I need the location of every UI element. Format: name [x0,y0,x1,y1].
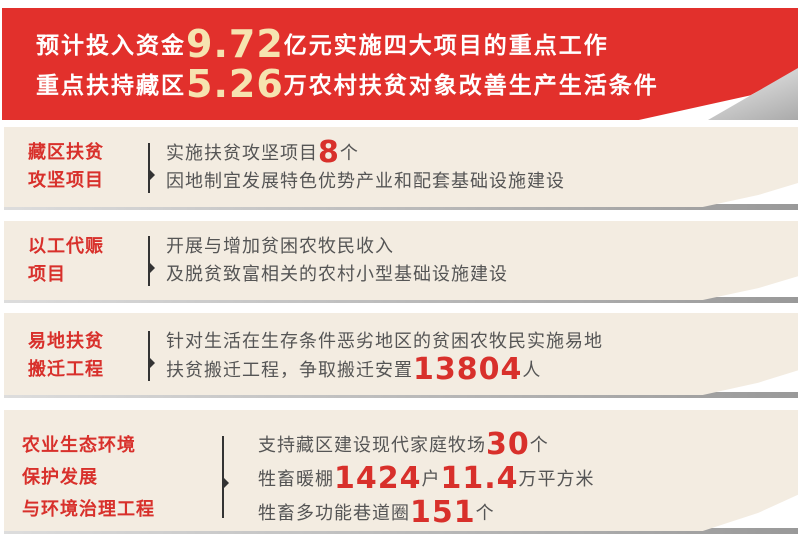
arrow-icon [150,358,155,368]
text: 及脱贫致富相关的农村小型基础设施建设 [166,264,508,285]
section-ecology [4,410,798,531]
text: 亿元实施四大项目的重点工作 [283,33,609,59]
divider [148,143,150,193]
shed-area: 11.4 [440,461,519,496]
text: 实施扶贫攻坚项目 [166,143,318,164]
text: 易地扶贫 [28,331,104,352]
arrow-icon [224,478,229,488]
divider [222,436,224,518]
header-banner [2,8,798,120]
divider [4,528,798,534]
section-relocation [4,313,798,395]
project-count: 8 [318,135,340,170]
divider [4,204,798,210]
text: 藏区扶贫 [28,142,104,163]
section-body: 实施扶贫攻坚项目8个 因地制宜发展特色优势产业和配套基础设施建设 [166,138,565,196]
section-poverty-projects [4,127,798,207]
header-line-1: 预计投入资金9.72亿元实施四大项目的重点工作 [36,22,609,66]
text: 以工代赈 [28,236,104,257]
text: 搬迁工程 [28,359,104,380]
text: 针对生活在生存条件恶劣地区的贫困农牧民实施易地 [166,331,603,352]
section-body: 针对生活在生存条件恶劣地区的贫困农牧民实施易地 扶贫搬迁工程，争取搬迁安置138… [166,328,603,385]
relocation-count: 13804 [413,352,523,387]
text: 农业生态环境 [22,435,136,456]
text: 支持藏区建设现代家庭牧场 [258,435,486,456]
text: 与环境治理工程 [22,499,155,520]
shed-households: 1424 [334,461,422,496]
header-line-2: 重点扶持藏区5.26万农村扶贫对象改善生产生活条件 [36,62,659,106]
section-body: 支持藏区建设现代家庭牧场30个 牲畜暖棚1424户11.4万平方米 牲畜多功能巷… [258,428,595,530]
text: 因地制宜发展特色优势产业和配套基础设施建设 [166,171,565,192]
text: 户 [421,469,441,490]
beneficiary-count: 5.26 [186,62,284,106]
text: 人 [522,360,542,381]
section-label: 以工代赈 项目 [28,233,104,289]
section-body: 开展与增加贫困农牧民收入及脱贫致富相关的农村小型基础设施建设 [166,233,508,289]
text: 开展与增加贫困农牧民收入 [166,236,394,257]
text: 预计投入资金 [36,33,186,59]
pen-count: 151 [410,495,476,530]
text: 扶贫搬迁工程，争取搬迁安置 [166,360,413,381]
section-label: 藏区扶贫 攻坚项目 [28,139,104,195]
text: 万平方米 [518,469,595,490]
text: 重点扶持藏区 [36,73,186,99]
arrow-icon [150,263,155,273]
text: 攻坚项目 [28,170,104,191]
divider [148,236,150,286]
section-label: 易地扶贫 搬迁工程 [28,328,104,384]
text: 保护发展 [22,467,98,488]
investment-amount: 9.72 [186,22,284,66]
text: 项目 [28,264,66,285]
text: 个 [339,143,359,164]
section-label: 农业生态环境 保护发展与环境治理工程 [22,430,155,526]
text: 万农村扶贫对象改善生产生活条件 [283,73,659,99]
divider [148,331,150,381]
divider [4,392,798,398]
section-work-relief [4,221,798,300]
arrow-icon [150,170,155,180]
divider [4,297,798,303]
text: 牲畜多功能巷道圈 [258,503,410,524]
ranch-count: 30 [486,427,530,462]
text: 个 [475,503,495,524]
text: 牲畜暖棚 [258,469,334,490]
text: 个 [529,435,549,456]
